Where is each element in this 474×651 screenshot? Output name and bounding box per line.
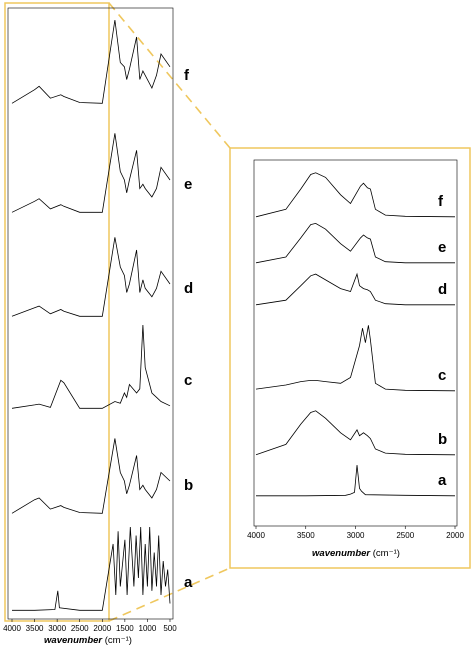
right-traces <box>255 172 456 497</box>
left-plot-frame <box>7 7 174 620</box>
left-series-label-d: d <box>184 280 193 297</box>
right-trace-a <box>256 465 456 497</box>
left-series-label-a: a <box>184 574 193 591</box>
right-x-tick-label-3000: 3000 <box>347 531 365 540</box>
right-series-labels: f e d c b a <box>438 193 447 489</box>
left-x-axis: 4000 3500 3000 2500 2000 1500 1000 500 <box>3 619 177 633</box>
right-x-axis-title-main: wavenumber <box>312 548 371 559</box>
left-x-tick-label-1000: 1000 <box>139 624 157 633</box>
left-x-axis-title-main: wavenumber <box>44 635 103 646</box>
zoom-panel-box <box>229 147 471 569</box>
right-series-label-a: a <box>438 472 447 489</box>
left-x-tick-label-1500: 1500 <box>116 624 134 633</box>
right-series-label-c: c <box>438 367 446 384</box>
left-trace-b <box>11 438 171 514</box>
left-trace-e <box>11 133 171 213</box>
left-trace-f <box>11 19 171 104</box>
right-series-label-b: b <box>438 431 447 448</box>
right-plot-frame <box>253 159 458 527</box>
left-series-label-c: c <box>184 372 192 389</box>
left-series-label-b: b <box>184 477 193 494</box>
right-x-tick-label-2000: 2000 <box>446 531 464 540</box>
right-series-label-f: f <box>438 193 444 210</box>
left-x-tick-label-3000: 3000 <box>48 624 66 633</box>
right-trace-e <box>255 222 455 264</box>
right-trace-c <box>255 325 456 392</box>
left-series-labels: f e d c b a <box>184 67 193 591</box>
left-trace-a <box>12 526 171 611</box>
right-trace-d <box>255 272 455 306</box>
right-x-axis: 4000 3500 3000 2500 2000 <box>247 526 464 540</box>
right-x-axis-title: wavenumber (cm⁻¹) <box>312 548 400 559</box>
right-x-tick-label-3500: 3500 <box>297 531 315 540</box>
left-x-tick-label-500: 500 <box>163 624 177 633</box>
left-x-tick-label-2500: 2500 <box>71 624 89 633</box>
right-x-tick-label-2500: 2500 <box>396 531 414 540</box>
right-x-axis-title-unit: (cm⁻¹) <box>370 548 400 559</box>
left-series-label-e: e <box>184 176 192 193</box>
left-trace-d <box>11 237 171 317</box>
zoom-connector-top <box>108 2 231 149</box>
right-trace-f <box>255 172 456 218</box>
left-series-label-f: f <box>184 67 190 84</box>
right-series-label-e: e <box>438 239 446 256</box>
right-trace-b <box>255 410 456 456</box>
right-series-label-d: d <box>438 281 447 298</box>
left-x-tick-label-4000: 4000 <box>3 624 21 633</box>
left-x-axis-title: wavenumber (cm⁻¹) <box>44 635 132 646</box>
right-x-tick-label-4000: 4000 <box>247 531 265 540</box>
left-x-tick-label-2000: 2000 <box>93 624 111 633</box>
left-trace-c <box>11 324 171 409</box>
left-traces <box>11 19 171 611</box>
left-x-tick-label-3500: 3500 <box>26 624 44 633</box>
left-x-axis-title-unit: (cm⁻¹) <box>102 635 132 646</box>
